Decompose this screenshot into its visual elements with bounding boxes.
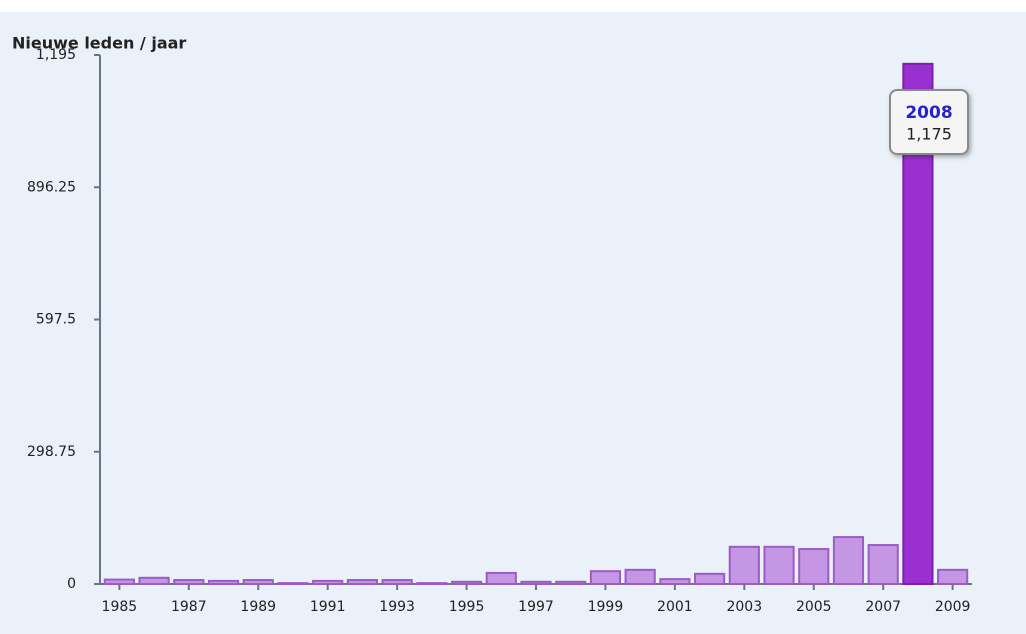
x-tick-label: 1985 <box>102 599 138 615</box>
tooltip-box <box>889 89 969 155</box>
chart-title: Nieuwe leden / jaar <box>12 34 186 53</box>
bar <box>103 578 135 586</box>
bar <box>728 545 760 585</box>
bar <box>450 580 483 586</box>
x-tick-label: 1999 <box>588 599 624 615</box>
bar <box>867 544 899 586</box>
x-tick-label: 1993 <box>379 599 415 615</box>
bar <box>485 571 517 585</box>
bar <box>832 536 865 586</box>
x-tick-label: 1989 <box>240 599 276 615</box>
x-tick-label: 2001 <box>657 599 693 615</box>
x-tick-label: 2009 <box>935 599 971 615</box>
bar <box>798 548 830 585</box>
y-tick-label: 597.5 <box>36 312 76 328</box>
bar <box>173 579 205 585</box>
x-tick-label: 1987 <box>171 599 207 615</box>
bar <box>416 582 448 585</box>
bar <box>381 579 413 585</box>
title-background <box>0 12 1026 55</box>
bar <box>346 579 378 585</box>
y-tick-label: 1,195 <box>36 47 76 63</box>
bar <box>312 579 344 585</box>
plot-background <box>0 12 1026 634</box>
bar <box>659 578 691 586</box>
bar <box>242 579 274 585</box>
tooltip-title: 2008 <box>905 103 952 123</box>
bar <box>277 582 309 585</box>
bar <box>555 580 587 586</box>
bar <box>694 572 726 586</box>
bar <box>207 579 240 585</box>
tooltip: 2008 1,175 <box>889 89 969 155</box>
bar <box>138 576 170 585</box>
bar <box>937 568 969 585</box>
y-tick-label: 896.25 <box>27 179 76 195</box>
x-tick-label: 1995 <box>449 599 485 615</box>
x-tick-label: 2005 <box>796 599 832 615</box>
bar <box>763 545 795 585</box>
bar <box>624 568 656 585</box>
x-tick-label: 1991 <box>310 599 346 615</box>
tooltip-value: 1,175 <box>906 125 952 144</box>
x-tick-label: 2003 <box>726 599 762 615</box>
x-tick-label: 2007 <box>865 599 901 615</box>
y-tick-label: 0 <box>67 576 76 592</box>
bar <box>589 570 622 586</box>
bar <box>520 580 552 586</box>
y-tick-label: 298.75 <box>27 444 76 460</box>
x-tick-label: 1997 <box>518 599 554 615</box>
